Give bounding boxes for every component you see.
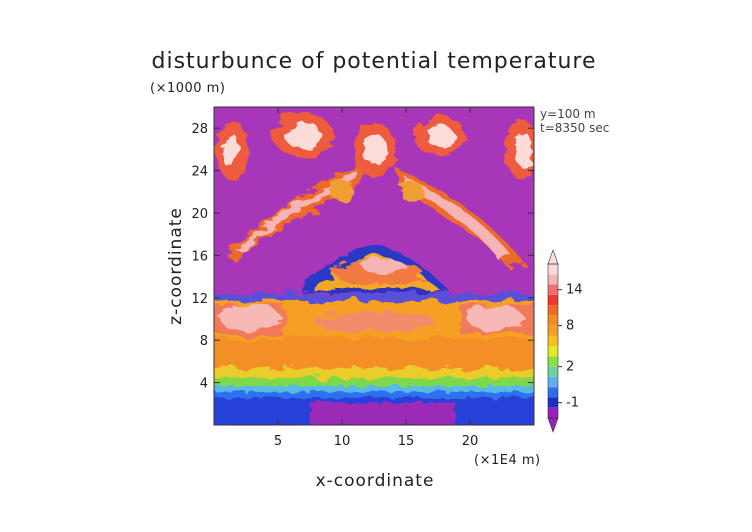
stratosphere-plumes bbox=[216, 113, 534, 270]
colorbar-max-arrow bbox=[547, 249, 559, 265]
y-axis-unit: (×1000 m) bbox=[150, 81, 225, 96]
x-axis-label: x-coordinate bbox=[316, 471, 435, 491]
colorbar-segment bbox=[548, 346, 558, 357]
colorbar-segment bbox=[548, 315, 558, 326]
colorbar-segment bbox=[548, 356, 558, 367]
y-tick-label: 16 bbox=[191, 249, 208, 264]
y-axis: 4 8 12 16 20 24 28 bbox=[191, 122, 534, 392]
colorbar-min-arrow bbox=[547, 417, 559, 433]
colorbar-segment bbox=[548, 366, 558, 377]
y-tick-label: 24 bbox=[191, 165, 208, 180]
x-tick-label: 10 bbox=[334, 434, 351, 449]
x-axis: 5 10 15 20 bbox=[274, 107, 478, 449]
x-axis-unit: (×1E4 m) bbox=[474, 453, 541, 468]
colorbar-segment bbox=[548, 274, 558, 285]
chart-title: disturbunce of potential temperature bbox=[152, 49, 597, 74]
colorbar-frame bbox=[547, 263, 559, 419]
x-tick-label: 20 bbox=[462, 434, 479, 449]
y-tick-label: 4 bbox=[200, 377, 208, 392]
y-axis-label: z-coordinate bbox=[166, 207, 186, 325]
colorbar-segment bbox=[548, 264, 558, 275]
colorbar-segment bbox=[548, 407, 558, 418]
central-disturbance bbox=[300, 244, 450, 294]
colorbar-tick-label: 14 bbox=[566, 283, 583, 298]
colorbar-segment bbox=[548, 387, 558, 398]
colorbar-segment bbox=[548, 294, 558, 306]
heatmap-field bbox=[214, 107, 534, 425]
x-tick-label: 5 bbox=[274, 434, 282, 449]
colorbar-tick-label: 8 bbox=[566, 319, 574, 334]
y-tick-label: 12 bbox=[191, 292, 208, 307]
x-tick-label: 15 bbox=[398, 434, 415, 449]
colorbar-segment bbox=[548, 325, 558, 336]
warm-layer bbox=[214, 293, 534, 391]
y-tick-label: 8 bbox=[200, 334, 208, 349]
y-tick-label: 28 bbox=[191, 122, 208, 137]
colorbar: -1 2 8 14 bbox=[547, 249, 583, 433]
colorbar-segment bbox=[548, 397, 558, 408]
cold-base bbox=[214, 386, 534, 425]
colorbar-segment bbox=[548, 376, 558, 388]
y-tick-label: 20 bbox=[191, 207, 208, 222]
colorbar-segment bbox=[548, 335, 558, 347]
colorbar-segment bbox=[548, 284, 558, 295]
colorbar-segment bbox=[548, 305, 558, 316]
plot-frame bbox=[213, 106, 535, 426]
annotation-t: t=8350 sec bbox=[540, 121, 609, 135]
colorbar-tick-label: 2 bbox=[566, 360, 574, 375]
annotation-y: y=100 m bbox=[540, 107, 596, 121]
colorbar-tick-label: -1 bbox=[566, 396, 579, 411]
